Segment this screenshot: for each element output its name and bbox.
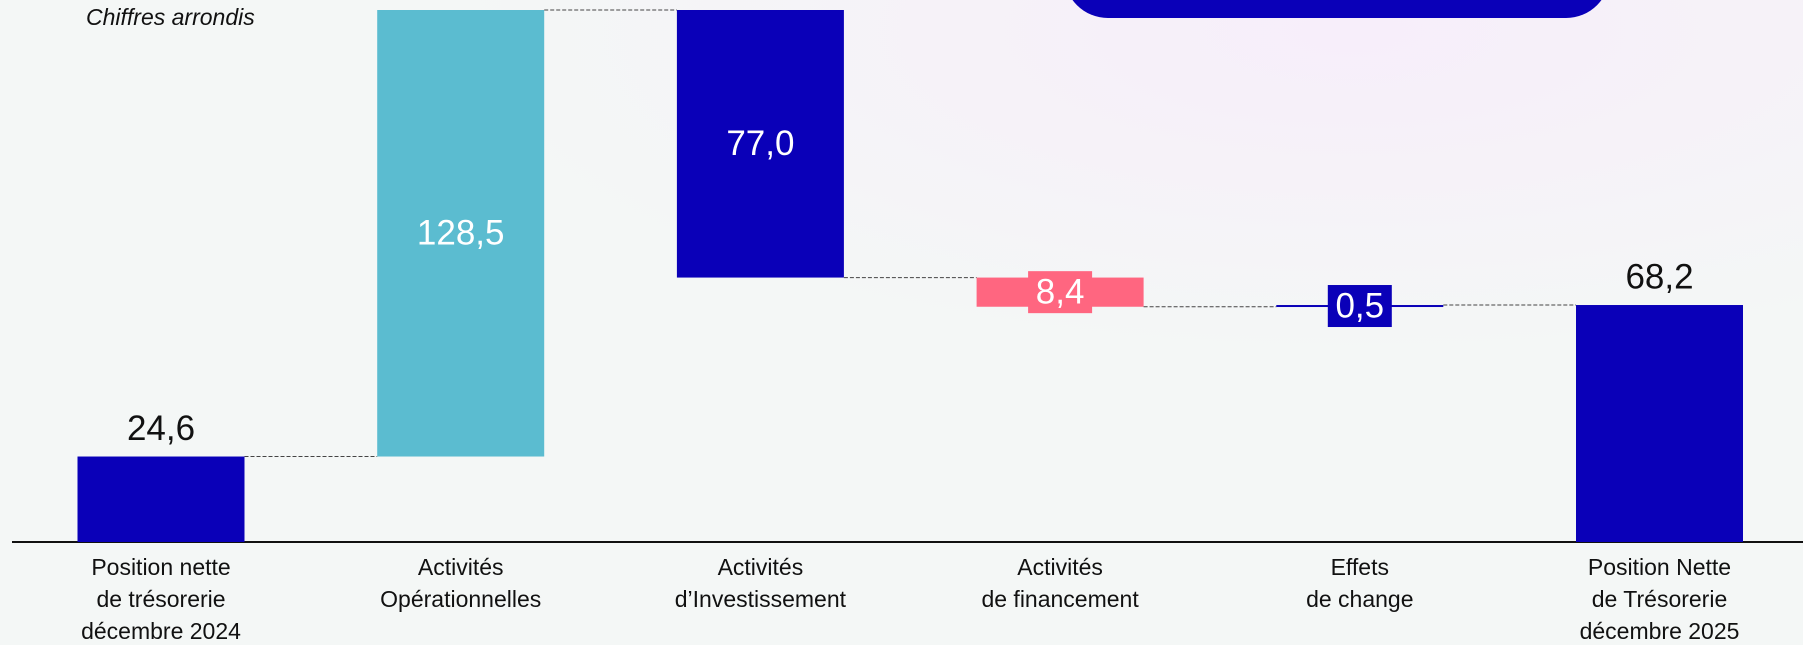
value-label: 0,5 (1335, 286, 1384, 325)
x-tick-label: Activités d’Investissement (675, 554, 847, 612)
bar (1576, 305, 1743, 542)
x-tick-label: Effets de change (1306, 554, 1413, 612)
value-label: 8,4 (1036, 272, 1085, 311)
bar (77, 456, 245, 542)
value-label: 128,5 (417, 214, 505, 253)
value-label: 24,6 (127, 409, 195, 448)
x-tick-label: Position Nette de Trésorerie décembre 2025 (1580, 554, 1740, 644)
bar (377, 10, 545, 457)
bar (676, 10, 844, 278)
x-tick-label: Activités Opérationnelles (380, 554, 541, 612)
value-label: 77,0 (726, 124, 794, 163)
label-box (1028, 271, 1093, 314)
label-box (1327, 285, 1392, 328)
header-box (1072, 0, 1602, 18)
x-tick-label: Position nette de trésorerie décembre 2024 (81, 554, 241, 644)
subtitle: Chiffres arrondis (86, 4, 255, 30)
x-tick-label: Activités de financement (981, 554, 1139, 612)
value-label: 68,2 (1625, 257, 1693, 296)
